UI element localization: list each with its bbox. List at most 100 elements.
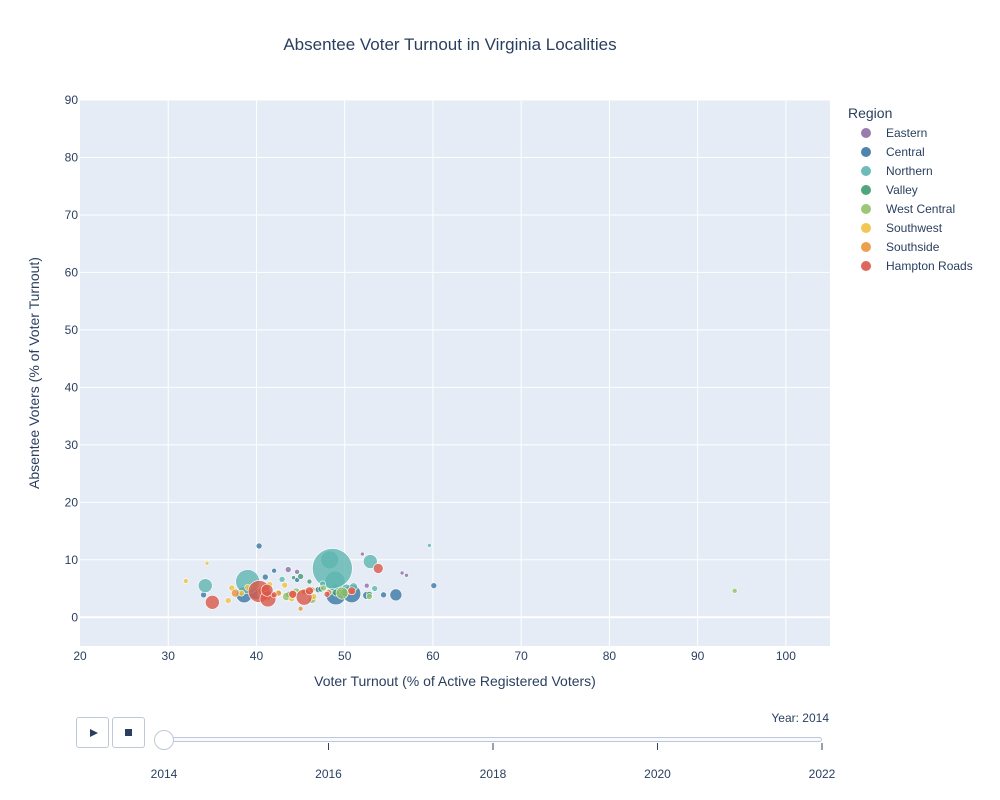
data-point[interactable] <box>197 578 213 593</box>
data-point[interactable] <box>404 573 409 578</box>
play-button[interactable] <box>76 717 109 748</box>
y-tick-label: 20 <box>65 495 79 509</box>
data-points[interactable] <box>183 542 738 612</box>
slider-tick-label: 2016 <box>315 767 342 781</box>
stop-button[interactable] <box>112 717 145 748</box>
data-point[interactable] <box>731 588 738 594</box>
legend: Region Eastern Central Northern Valley West … <box>848 105 973 273</box>
data-point[interactable] <box>288 589 297 599</box>
data-point[interactable] <box>362 554 378 569</box>
legend-item-central[interactable]: Central <box>861 145 925 159</box>
data-point[interactable] <box>260 583 274 597</box>
data-point[interactable] <box>430 582 438 589</box>
year-slider-rail[interactable] <box>164 737 822 742</box>
slider-tick-label: 2022 <box>809 767 836 781</box>
legend-label: Eastern <box>886 126 927 140</box>
series-northern <box>197 543 432 595</box>
data-point[interactable] <box>323 590 331 598</box>
legend-marker <box>861 223 871 233</box>
data-point[interactable] <box>366 593 373 600</box>
legend-item-hampton-roads[interactable]: Hampton Roads <box>861 259 973 273</box>
chart-title: Absentee Voter Turnout in Virginia Local… <box>283 35 616 54</box>
legend-title: Region <box>848 105 892 121</box>
legend-label: Southwest <box>886 221 943 235</box>
data-point[interactable] <box>305 586 314 596</box>
data-point[interactable] <box>427 543 432 548</box>
year-slider-handle[interactable] <box>154 730 174 750</box>
data-point[interactable] <box>380 591 387 599</box>
x-tick-label: 60 <box>426 649 440 663</box>
data-point[interactable] <box>297 605 304 612</box>
grid-lines <box>80 99 830 646</box>
data-point[interactable] <box>281 581 289 589</box>
data-point[interactable] <box>271 567 277 574</box>
legend-label: Central <box>886 145 925 159</box>
y-tick-label: 40 <box>65 380 79 394</box>
x-tick-label: 30 <box>162 649 176 663</box>
data-point[interactable] <box>347 586 357 596</box>
data-point[interactable] <box>261 573 269 581</box>
x-tick-label: 90 <box>691 649 705 663</box>
x-axis-label: Voter Turnout (% of Active Registered Vo… <box>314 673 596 689</box>
data-point[interactable] <box>183 578 189 584</box>
data-point[interactable] <box>371 585 379 592</box>
data-point[interactable] <box>230 588 240 598</box>
data-point[interactable] <box>363 582 370 589</box>
data-point[interactable] <box>278 576 286 583</box>
legend-item-southwest[interactable]: Southwest <box>861 221 943 235</box>
slider-current-value: Year: 2014 <box>771 711 829 725</box>
data-point[interactable] <box>335 586 349 600</box>
legend-marker <box>861 185 871 195</box>
data-point[interactable] <box>205 595 220 610</box>
slider-tick-label: 2014 <box>151 767 178 781</box>
data-point[interactable] <box>297 573 304 580</box>
data-point[interactable] <box>312 548 353 589</box>
legend-item-southside[interactable]: Southside <box>861 240 940 254</box>
legend-item-valley[interactable]: Valley <box>861 183 918 197</box>
legend-marker <box>861 204 871 214</box>
x-tick-label: 50 <box>338 649 352 663</box>
y-tick-label: 30 <box>65 438 79 452</box>
slider-tick-label: 2018 <box>480 767 507 781</box>
data-point[interactable] <box>284 566 292 573</box>
legend-label: Hampton Roads <box>886 259 973 273</box>
legend-label: Northern <box>886 164 933 178</box>
y-tick-label: 10 <box>65 553 79 567</box>
legend-item-eastern[interactable]: Eastern <box>861 126 927 140</box>
legend-marker <box>861 128 871 138</box>
y-tick-label: 50 <box>65 323 79 337</box>
data-point[interactable] <box>399 570 405 576</box>
x-tick-label: 80 <box>603 649 617 663</box>
data-point[interactable] <box>306 578 313 585</box>
series-hampton-roads <box>205 563 384 610</box>
data-point[interactable] <box>360 551 365 557</box>
data-point[interactable] <box>255 542 263 550</box>
y-tick-label: 70 <box>65 208 79 222</box>
slider-prefix: Year: <box>771 711 803 725</box>
data-point[interactable] <box>320 584 327 592</box>
data-point[interactable] <box>291 575 296 580</box>
x-tick-labels: 20 30 40 50 60 70 80 90 100 <box>73 649 796 663</box>
plot-area <box>80 100 830 646</box>
data-point[interactable] <box>389 588 403 602</box>
stop-icon <box>125 729 132 736</box>
x-tick-label: 20 <box>73 649 87 663</box>
play-icon <box>89 728 98 737</box>
y-tick-label: 80 <box>65 150 79 164</box>
data-point[interactable] <box>224 597 232 604</box>
legend-marker <box>861 147 871 157</box>
legend-marker <box>861 242 871 252</box>
slider-current-year: 2014 <box>802 711 829 725</box>
legend-item-west-central[interactable]: West Central <box>861 202 955 216</box>
y-axis-label: Absentee Voters (% of Voter Turnout) <box>26 257 42 489</box>
legend-marker <box>861 261 871 271</box>
data-point[interactable] <box>204 560 210 566</box>
y-tick-label: 0 <box>71 610 78 624</box>
y-tick-label: 90 <box>65 93 79 107</box>
x-tick-label: 70 <box>514 649 528 663</box>
data-point[interactable] <box>372 563 384 574</box>
data-point[interactable] <box>270 591 278 599</box>
data-point[interactable] <box>294 569 300 575</box>
legend-item-northern[interactable]: Northern <box>861 164 933 178</box>
